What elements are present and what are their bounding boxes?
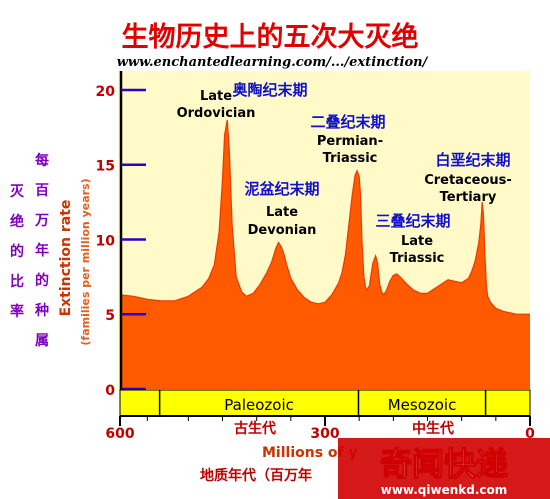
page-title: 生物历史上的五次大灭绝	[122, 21, 419, 53]
extinction-rate-line	[119, 119, 530, 315]
y-tick-label: 20	[96, 84, 116, 100]
x-tick-label: 600	[105, 426, 134, 442]
y-axis-label-zh-col2: 每百万年的种属	[34, 152, 49, 349]
x-axis-ticks: 600 300 0	[105, 416, 535, 442]
era-label: Mesozoic	[388, 396, 457, 414]
event-label-zh: 二叠纪末期	[310, 113, 385, 131]
y-tick-label: 0	[105, 383, 115, 399]
event-label: Devonian	[248, 223, 317, 238]
era-label: Paleozoic	[224, 396, 294, 414]
era-bar-background	[119, 389, 531, 417]
event-label: Tertiary	[440, 190, 497, 205]
event-label-zh: 奥陶纪末期	[232, 81, 307, 99]
era-label-zh: 中生代	[412, 420, 454, 437]
y-axis-ticks: 0 5 10 15 20	[96, 84, 146, 399]
y-tick-label: 15	[96, 159, 115, 175]
source-url: www.enchantedlearning.com/.../extinction…	[117, 55, 429, 70]
era-label-zh: 古生代	[234, 420, 276, 437]
y-axis-sublabel: (families per million years)	[79, 178, 92, 345]
y-axis-label-zh: 每百万年的种属	[34, 152, 49, 349]
event-label: Ordovician	[177, 106, 256, 121]
event-label: Late	[401, 234, 433, 249]
watermark-title: 奇闻快递	[380, 445, 508, 483]
y-axis-label-zh-col1: 灭绝的比率	[9, 184, 25, 320]
y-tick-label: 10	[96, 233, 116, 249]
event-label-zh: 白垩纪末期	[435, 151, 510, 169]
event-label: Late	[200, 89, 232, 104]
y-axis-label: Extinction rate	[58, 200, 74, 317]
event-labels: 奥陶纪末期LateOrdovician泥盆纪末期LateDevonian二叠纪末…	[177, 81, 512, 266]
x-axis-label: Millions of y	[262, 445, 358, 461]
y-axis-label-zh: 灭绝的比率	[9, 184, 25, 320]
watermark-url: www.qiwenkd.com	[381, 483, 508, 497]
event-label: Permian-	[317, 134, 383, 149]
y-tick-label: 5	[105, 308, 115, 324]
event-label: Triassic	[390, 251, 445, 266]
event-label: Late	[266, 205, 298, 220]
x-tick-label: 300	[310, 426, 339, 442]
event-label: Cretaceous-	[424, 173, 512, 188]
watermark: 奇闻快递 www.qiwenkd.com	[338, 438, 550, 499]
event-label: Triassic	[323, 151, 378, 166]
watermark-background	[338, 438, 550, 499]
x-tick-label: 0	[525, 426, 535, 442]
event-label-zh: 三叠纪末期	[375, 212, 450, 230]
event-label-zh: 泥盆纪末期	[244, 180, 319, 198]
x-axis-label-zh: 地质年代（百万年	[200, 467, 312, 484]
